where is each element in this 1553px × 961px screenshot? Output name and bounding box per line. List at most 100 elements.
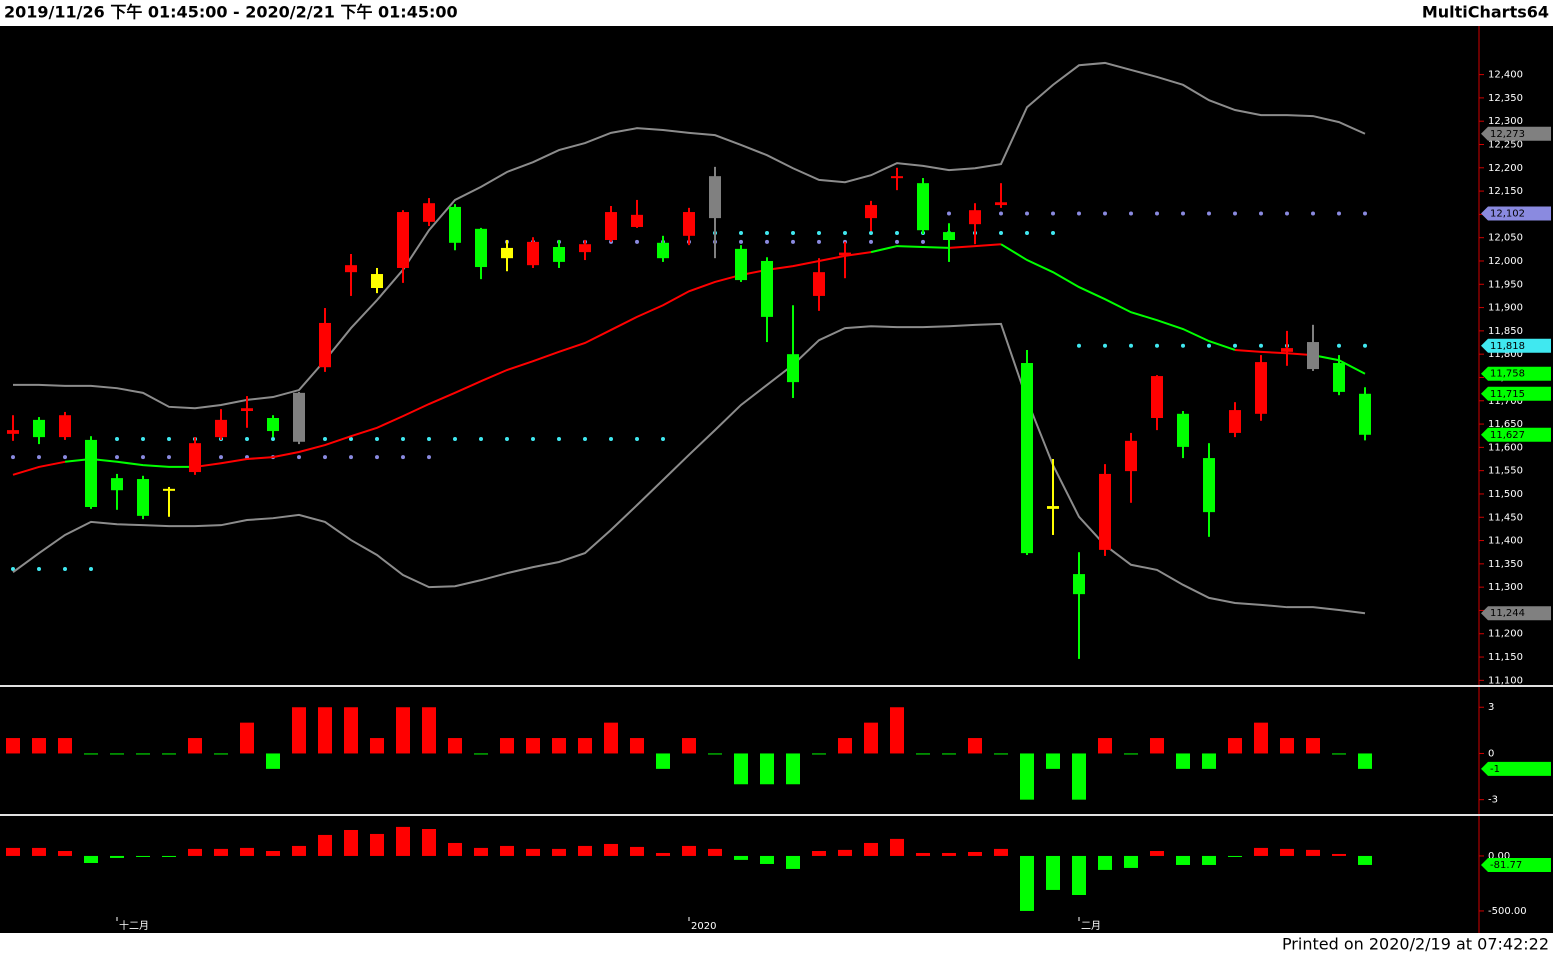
bar xyxy=(240,847,254,856)
bar xyxy=(1228,738,1242,754)
bar xyxy=(1254,722,1268,754)
bar xyxy=(1202,753,1216,769)
bar xyxy=(968,851,982,856)
bar xyxy=(1306,738,1320,754)
level-dot xyxy=(739,239,743,244)
bar xyxy=(994,848,1008,856)
y-tick-label: 12,250 xyxy=(1488,139,1523,150)
bar xyxy=(370,833,384,856)
candle-body xyxy=(995,202,1007,206)
level-dot xyxy=(817,231,821,236)
y-tick-label: 12,150 xyxy=(1488,186,1523,197)
candle-body xyxy=(917,183,929,231)
level-dot xyxy=(479,436,483,441)
candle-body xyxy=(137,479,149,516)
price-tag xyxy=(1481,206,1551,221)
date-range: 2019/11/26 下午 01:45:00 - 2020/2/21 下午 01… xyxy=(4,3,458,22)
level-dot xyxy=(765,231,769,236)
bar xyxy=(1072,855,1086,895)
bar xyxy=(110,753,124,755)
bar xyxy=(188,738,202,754)
level-dot xyxy=(791,239,795,244)
bar xyxy=(890,838,904,856)
bar xyxy=(968,738,982,754)
candle-body xyxy=(943,232,955,241)
price-tag xyxy=(1481,857,1551,872)
candle-body xyxy=(7,430,19,434)
bar xyxy=(656,753,670,769)
candle-body xyxy=(683,212,695,236)
y-tick-label: 12,000 xyxy=(1488,256,1523,267)
bar xyxy=(864,722,878,754)
bar xyxy=(734,855,748,860)
bar xyxy=(214,848,228,856)
level-dot xyxy=(1259,211,1263,216)
level-dot xyxy=(401,455,405,460)
bar xyxy=(370,738,384,754)
level-dot xyxy=(609,436,613,441)
bar xyxy=(318,707,332,754)
candle-body xyxy=(501,247,513,259)
candle-body xyxy=(215,419,227,438)
bar xyxy=(682,738,696,754)
candle-body xyxy=(657,242,669,259)
price-tag xyxy=(1481,606,1551,621)
y-tick-label: 11,950 xyxy=(1488,279,1523,290)
bar xyxy=(318,834,332,856)
y-tick-label: 0 xyxy=(1488,748,1494,759)
y-tick-label: -3 xyxy=(1488,795,1498,806)
level-dot xyxy=(895,231,899,236)
candle-body xyxy=(33,419,45,438)
bar xyxy=(604,722,618,754)
level-dot xyxy=(219,455,223,460)
y-tick-label: 12,400 xyxy=(1488,70,1523,81)
price-tag xyxy=(1481,427,1551,442)
level-dot xyxy=(271,436,275,441)
price-tag-label: 11,627 xyxy=(1490,430,1525,441)
level-dot xyxy=(1129,211,1133,216)
bar xyxy=(630,738,644,754)
level-dot xyxy=(1077,343,1081,348)
level-dot xyxy=(1207,211,1211,216)
bar xyxy=(266,753,280,769)
bar xyxy=(812,851,826,856)
bar xyxy=(942,852,956,856)
bar xyxy=(84,753,98,755)
bar xyxy=(396,826,410,856)
price-tag xyxy=(1481,126,1551,141)
bar xyxy=(1306,849,1320,856)
level-dot xyxy=(661,436,665,441)
candle-body xyxy=(1047,506,1059,509)
level-dot xyxy=(453,436,457,441)
bar xyxy=(214,753,228,755)
level-dot xyxy=(1181,211,1185,216)
candle-body xyxy=(735,248,747,281)
candle-body xyxy=(631,214,643,227)
level-dot xyxy=(817,239,821,244)
level-dot xyxy=(895,239,899,244)
y-tick-label: 12,350 xyxy=(1488,93,1523,104)
bar xyxy=(136,855,150,857)
candle-body xyxy=(1099,473,1111,550)
bar xyxy=(344,707,358,754)
y-tick-label: 11,800 xyxy=(1488,349,1523,360)
candle-body xyxy=(813,272,825,296)
candle-body xyxy=(1203,458,1215,513)
y-tick-label: 11,550 xyxy=(1488,466,1523,477)
price-tag-label: 11,818 xyxy=(1490,341,1525,352)
level-dot xyxy=(739,231,743,236)
level-dot xyxy=(323,436,327,441)
bar xyxy=(1280,738,1294,754)
level-dot xyxy=(37,566,41,571)
bar xyxy=(32,738,46,754)
header-bar xyxy=(0,0,1553,26)
bar xyxy=(1020,855,1034,911)
candle-body xyxy=(865,205,877,219)
y-tick-label: 11,200 xyxy=(1488,629,1523,640)
bar xyxy=(188,848,202,856)
level-dot xyxy=(921,239,925,244)
bar xyxy=(760,855,774,864)
level-dot xyxy=(167,455,171,460)
candle-body xyxy=(163,488,175,491)
